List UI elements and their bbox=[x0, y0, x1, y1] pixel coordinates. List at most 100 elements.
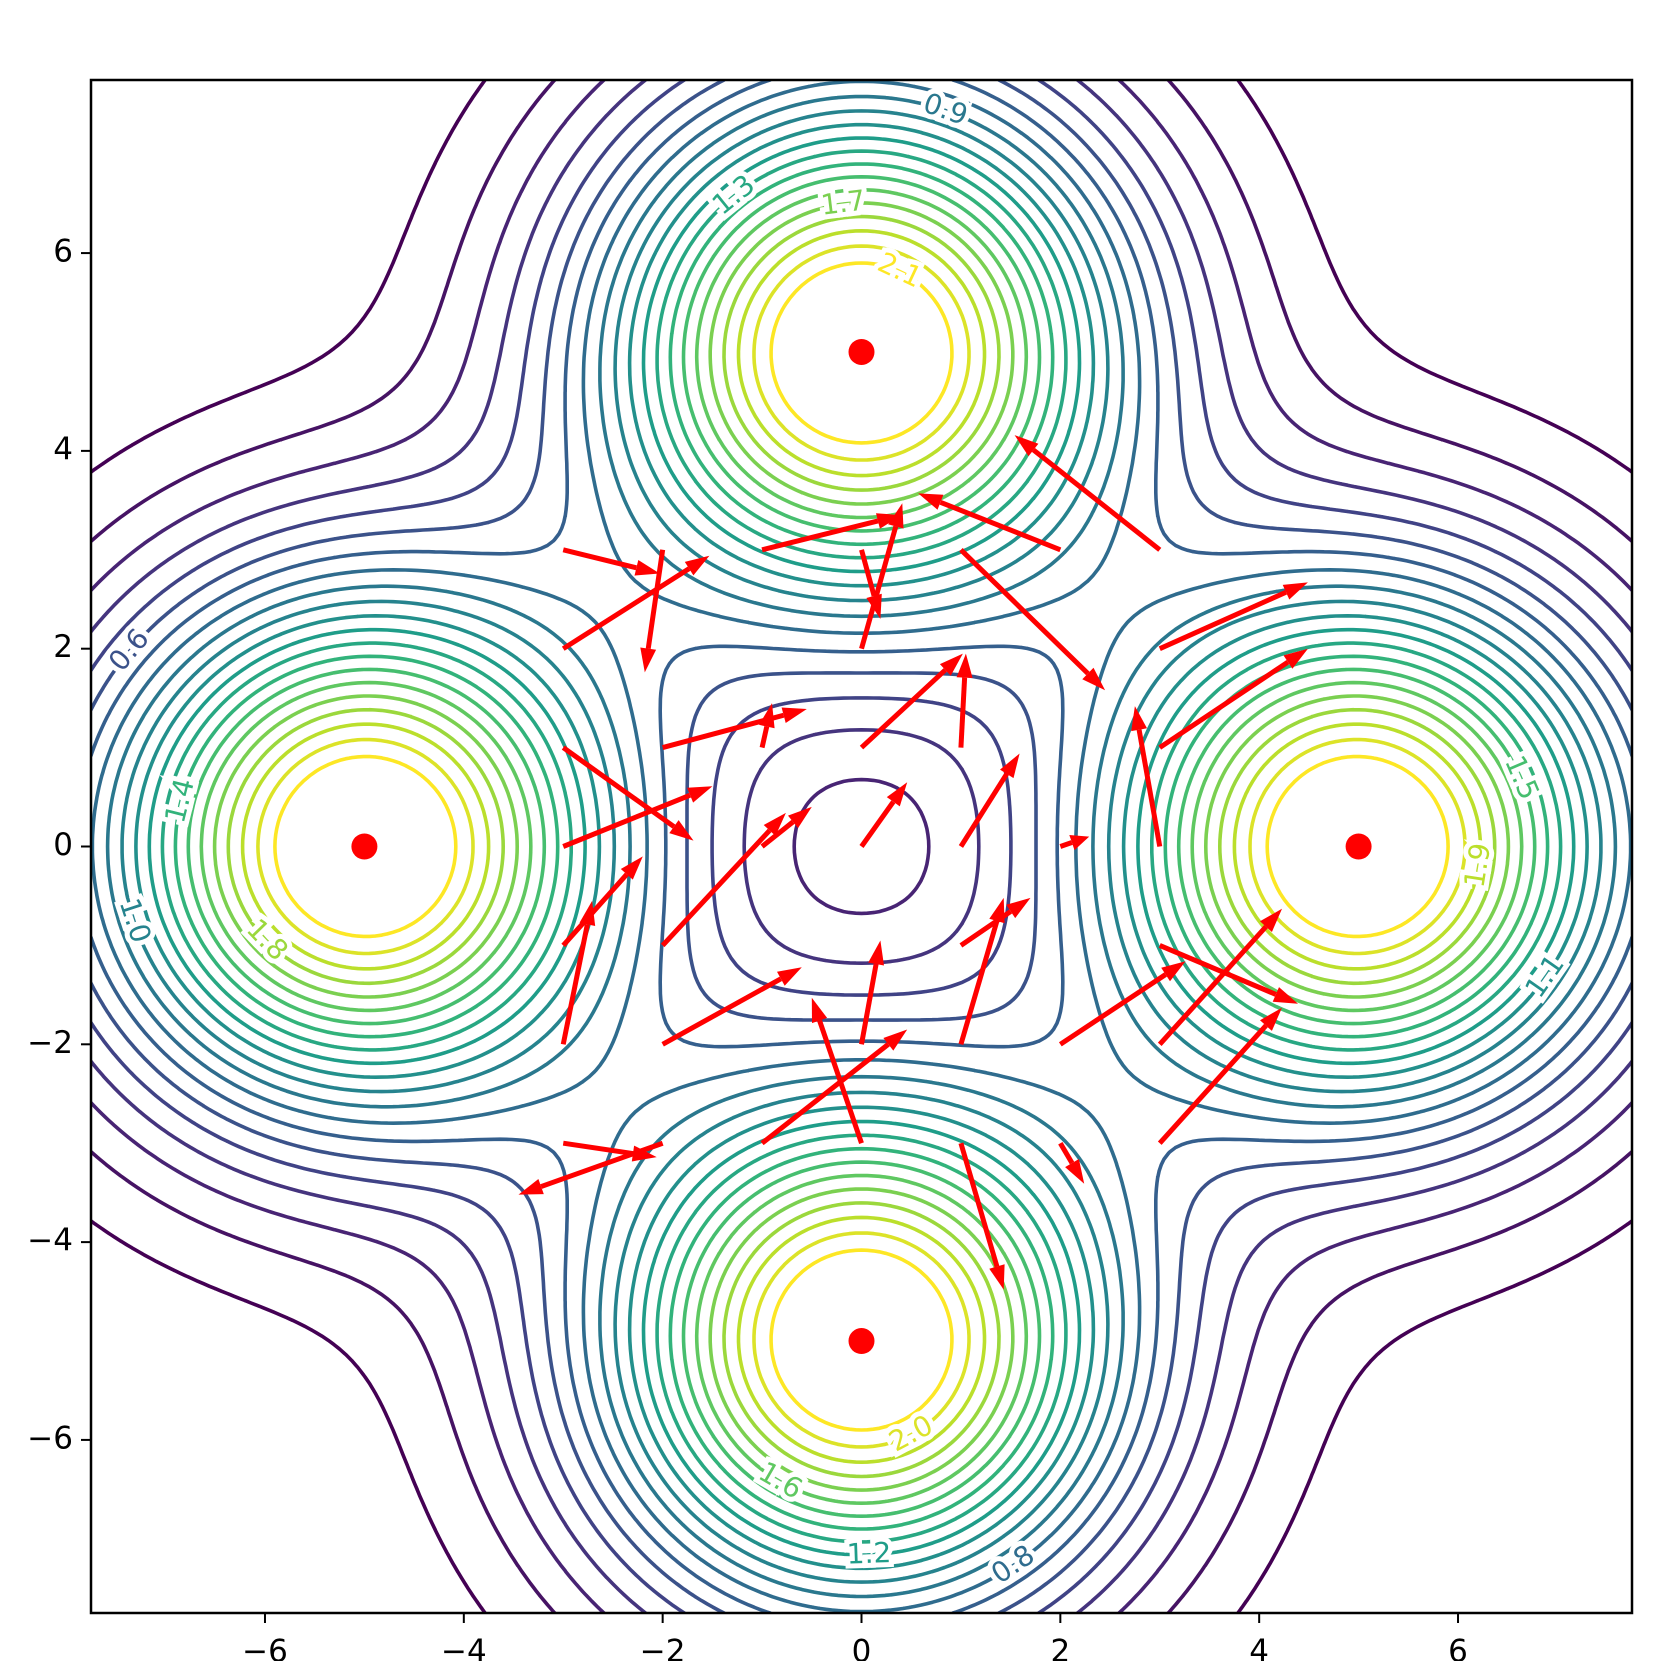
arrow bbox=[640, 549, 666, 673]
arrow-head bbox=[579, 900, 596, 926]
arrow-head bbox=[1014, 435, 1039, 457]
contour-line bbox=[120, 109, 1603, 1584]
arrow-head bbox=[883, 1029, 908, 1051]
contour-label: 1.7 bbox=[819, 183, 867, 221]
arrow-head bbox=[684, 555, 710, 576]
arrow-shaft bbox=[1158, 659, 1290, 750]
arrow-head bbox=[1272, 987, 1298, 1004]
arrow-shaft bbox=[760, 819, 795, 849]
y-tick-label: −6 bbox=[27, 1420, 73, 1456]
arrow-head bbox=[1260, 908, 1282, 932]
arrow-head bbox=[788, 806, 812, 829]
arrow-shaft bbox=[645, 549, 666, 650]
arrow bbox=[956, 653, 973, 748]
arrow bbox=[1158, 943, 1298, 1004]
arrow-head bbox=[956, 653, 973, 678]
arrow-shaft bbox=[561, 745, 676, 829]
arrow-head bbox=[1069, 835, 1090, 851]
arrow bbox=[660, 812, 786, 948]
contour-line bbox=[105, 94, 1618, 1599]
arrow-shaft bbox=[939, 499, 1062, 553]
x-tick-label: 2 bbox=[1050, 1634, 1070, 1662]
arrow-shaft bbox=[958, 772, 1009, 848]
arrow-head bbox=[669, 820, 694, 841]
arrow-head bbox=[918, 493, 944, 510]
y-tick-label: 0 bbox=[53, 827, 73, 863]
contour-line bbox=[134, 122, 1589, 1571]
arrow-shaft bbox=[1031, 447, 1162, 552]
y-tick-label: 4 bbox=[53, 431, 73, 467]
contour-label: 1.2 bbox=[846, 1536, 892, 1571]
x-tick-label: 4 bbox=[1249, 1634, 1269, 1662]
arrow-head bbox=[759, 703, 775, 729]
arrow-head bbox=[1000, 753, 1020, 779]
arrow-shaft bbox=[661, 976, 783, 1047]
contour-label: 1.9 bbox=[1458, 841, 1498, 890]
arrow bbox=[1131, 706, 1163, 847]
peak-point bbox=[848, 338, 875, 365]
arrow-head bbox=[886, 782, 908, 807]
arrow-head bbox=[1065, 1159, 1085, 1184]
contour-label: 2.1 bbox=[873, 246, 927, 295]
x-tick-label: 6 bbox=[1448, 1634, 1468, 1662]
contour-line bbox=[91, 80, 1632, 1613]
arrow-shaft bbox=[958, 1142, 1000, 1268]
arrow-head bbox=[868, 940, 884, 966]
arrow-shaft bbox=[958, 677, 968, 748]
arrow bbox=[859, 653, 963, 750]
arrow-head bbox=[888, 503, 904, 529]
arrow-shaft bbox=[562, 1140, 634, 1157]
contour-label: 2.0 bbox=[883, 1408, 938, 1458]
x-tick-label: −2 bbox=[640, 1634, 686, 1662]
arrow bbox=[959, 547, 1106, 691]
contour-line bbox=[273, 261, 1450, 1432]
arrow-head bbox=[620, 856, 643, 880]
contour-label: 1.0 bbox=[113, 894, 158, 947]
arrow-head bbox=[634, 560, 660, 576]
arrow-shaft bbox=[1136, 729, 1163, 847]
contour-line bbox=[91, 80, 1632, 1613]
arrow-shaft bbox=[1158, 943, 1277, 997]
contour-layer: 0.60.80.91.01.11.21.31.4 1.51.61.71.81.92… bbox=[91, 80, 1632, 1613]
arrow-shaft bbox=[959, 547, 1090, 676]
contour-line bbox=[186, 175, 1537, 1518]
arrow-head bbox=[777, 967, 802, 986]
contour-line bbox=[160, 149, 1563, 1544]
arrow-shaft bbox=[859, 525, 899, 650]
arrow bbox=[561, 745, 694, 841]
arrow bbox=[561, 555, 710, 651]
arrow-shaft bbox=[958, 920, 1000, 1046]
arrow bbox=[1058, 961, 1186, 1047]
arrow-shaft bbox=[561, 566, 691, 651]
arrow-shaft bbox=[562, 547, 637, 571]
arrow-shaft bbox=[959, 909, 1013, 948]
contour-line bbox=[173, 162, 1550, 1531]
contour-line bbox=[91, 80, 1632, 1613]
arrow bbox=[560, 900, 596, 1045]
arrow-shaft bbox=[759, 725, 770, 749]
arrow-shaft bbox=[859, 800, 896, 848]
arrow bbox=[859, 503, 904, 650]
contour-line bbox=[91, 80, 1632, 1613]
contour-line bbox=[91, 80, 1632, 1613]
arrow-head bbox=[1006, 897, 1031, 919]
arrow bbox=[562, 547, 660, 576]
arrow-shaft bbox=[1059, 840, 1073, 849]
arrow bbox=[1157, 908, 1282, 1046]
arrow-head bbox=[687, 786, 713, 803]
arrow bbox=[1014, 435, 1162, 552]
arrow bbox=[661, 967, 802, 1047]
arrow-head bbox=[763, 812, 786, 836]
arrow-shaft bbox=[1158, 589, 1288, 651]
arrow-shaft bbox=[561, 872, 629, 948]
contour-line bbox=[256, 244, 1467, 1449]
arrow-head bbox=[1283, 648, 1308, 669]
x-tick-label: 0 bbox=[852, 1634, 872, 1662]
arrow bbox=[859, 782, 908, 848]
arrow-shaft bbox=[660, 828, 772, 948]
x-tick-label: −4 bbox=[441, 1634, 487, 1662]
arrow bbox=[958, 1142, 1005, 1290]
arrow-shaft bbox=[859, 963, 879, 1045]
